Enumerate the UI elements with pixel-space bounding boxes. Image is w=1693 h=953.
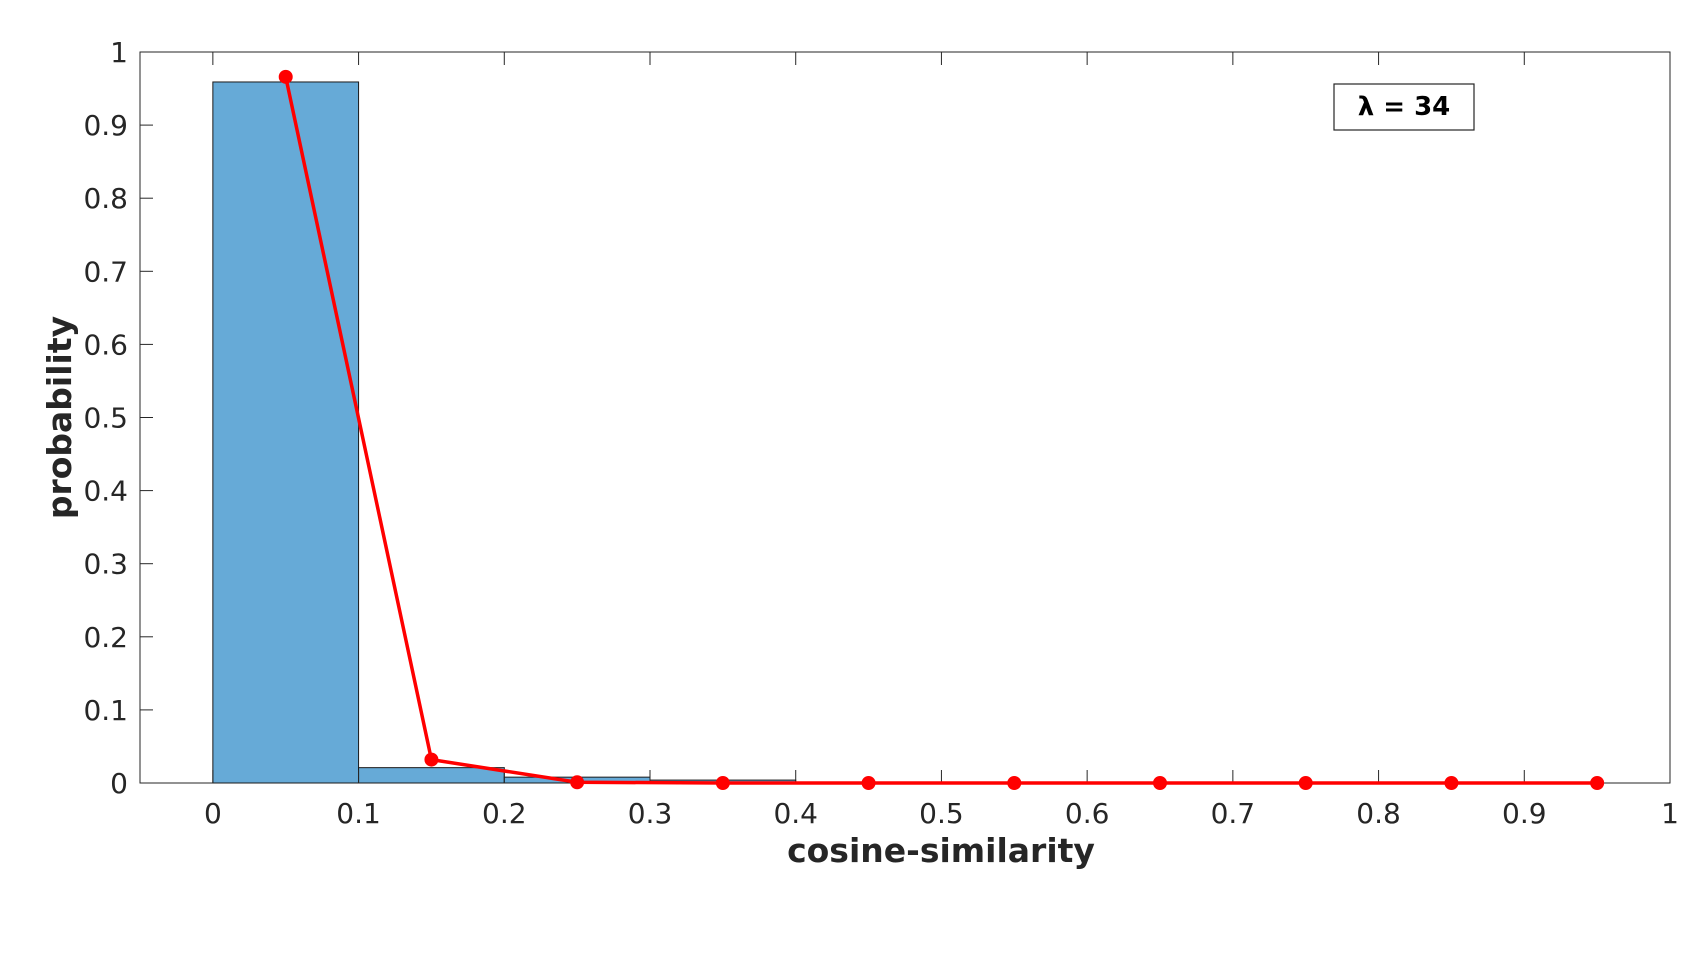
line-point-5 [1007,776,1022,790]
line-point-0 [278,69,293,84]
x-axis: 0 0.1 0.2 0.3 0.4 0.5 0.6 0.7 0.8 0.9 1 [204,52,1679,830]
x-tick-label: 0 [204,797,222,830]
x-tick-label: 0.4 [773,797,818,830]
line-point-9 [1590,776,1605,790]
legend: λ = 34 [1333,83,1475,131]
legend-box [1333,83,1475,131]
y-tick-label: 0.9 [83,109,128,142]
line-point-3 [715,776,730,790]
x-tick-label: 0.9 [1502,797,1547,830]
probability-line [278,69,1605,790]
x-tick-label: 0.6 [1065,797,1110,830]
x-tick-label: 1 [1661,797,1679,830]
y-axis: 0 0.1 0.2 0.3 0.4 0.5 0.6 0.7 0.8 0.9 1 [83,36,153,800]
x-tick-label: 0.3 [628,797,673,830]
x-tick-label: 0.7 [1211,797,1256,830]
histogram-bars [212,81,797,784]
y-tick-label: 0.7 [83,255,128,288]
y-tick-label: 0.1 [83,694,128,727]
y-axis-title: probability [40,316,79,519]
axes-frame [139,51,1671,784]
y-tick-label: 0.3 [83,548,128,581]
y-tick-label: 1 [110,36,128,69]
line-point-6 [1153,776,1167,790]
x-tick-label: 0.1 [336,797,381,830]
plot-area [139,51,1671,784]
y-tick-label: 0.4 [83,475,128,508]
y-tick-label: 0.8 [83,182,128,215]
y-tick-label: 0.2 [83,621,128,654]
y-tick-label: 0 [110,767,128,800]
histogram-bar-0 [212,81,360,784]
legend-label: λ = 34 [1358,92,1451,122]
line-point-4 [861,776,876,790]
x-tick-label: 0.8 [1356,797,1401,830]
line-point-8 [1444,776,1459,790]
x-tick-label: 0.5 [919,797,964,830]
line-point-7 [1298,776,1313,790]
line-point-2 [570,775,585,790]
line-point-1 [424,752,439,767]
y-tick-label: 0.5 [83,402,128,435]
x-axis-title: cosine-similarity [787,831,1095,870]
y-tick-label: 0.6 [83,328,128,361]
histogram-bar-1 [358,767,505,784]
line-series-path [284,76,1598,785]
x-tick-label: 0.2 [482,797,527,830]
